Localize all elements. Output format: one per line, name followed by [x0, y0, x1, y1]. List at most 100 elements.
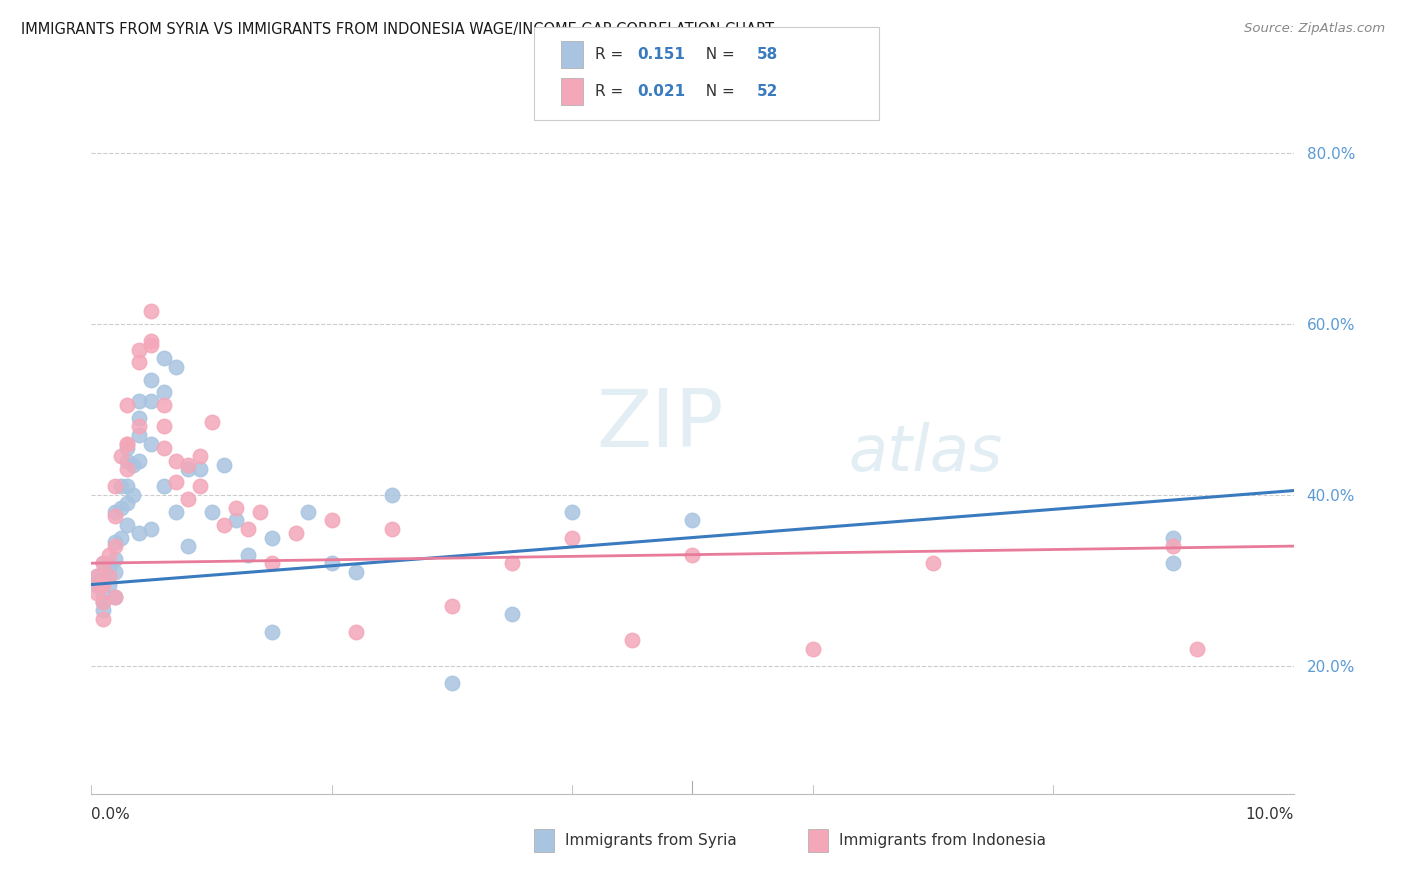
Text: R =: R = — [595, 85, 628, 99]
Point — [236, 522, 259, 536]
Point — [89, 577, 111, 591]
Point — [561, 531, 583, 545]
Point — [104, 479, 127, 493]
Text: 0.021: 0.021 — [637, 85, 685, 99]
Point — [212, 458, 235, 472]
Point — [165, 475, 187, 489]
Point — [98, 569, 121, 583]
Point — [152, 385, 174, 400]
Point — [104, 591, 127, 605]
Text: 52: 52 — [756, 85, 778, 99]
Text: Source: ZipAtlas.com: Source: ZipAtlas.com — [1244, 22, 1385, 36]
Point — [152, 398, 174, 412]
Point — [922, 556, 945, 570]
Text: Immigrants from Syria: Immigrants from Syria — [565, 833, 737, 847]
Point — [225, 513, 247, 527]
Point — [188, 462, 211, 476]
Point — [165, 359, 187, 374]
Point — [117, 496, 139, 510]
Point — [110, 450, 132, 464]
Point — [104, 534, 127, 549]
Point — [93, 574, 115, 588]
Point — [128, 419, 150, 434]
Point — [98, 560, 121, 574]
Point — [117, 436, 139, 450]
Point — [93, 612, 115, 626]
Point — [122, 458, 145, 472]
Point — [117, 462, 139, 476]
Point — [128, 355, 150, 369]
Point — [176, 462, 198, 476]
Point — [104, 565, 127, 579]
Point — [381, 522, 404, 536]
Point — [117, 517, 139, 532]
Point — [152, 351, 174, 366]
Point — [117, 436, 139, 450]
Point — [236, 548, 259, 562]
Point — [122, 488, 145, 502]
Point — [176, 539, 198, 553]
Point — [141, 372, 163, 386]
Point — [152, 479, 174, 493]
Point — [225, 500, 247, 515]
Text: N =: N = — [696, 85, 740, 99]
Point — [128, 453, 150, 467]
Point — [1161, 556, 1184, 570]
Point — [141, 334, 163, 348]
Point — [117, 453, 139, 467]
Point — [93, 556, 115, 570]
Point — [165, 505, 187, 519]
Point — [284, 526, 307, 541]
Text: 10.0%: 10.0% — [1246, 807, 1294, 822]
Point — [381, 488, 404, 502]
Point — [249, 505, 271, 519]
Point — [93, 594, 115, 608]
Point — [128, 428, 150, 442]
Point — [201, 415, 224, 429]
Point — [344, 624, 367, 639]
Point — [1161, 539, 1184, 553]
Point — [110, 500, 132, 515]
Point — [141, 436, 163, 450]
Point — [98, 548, 121, 562]
Point — [93, 577, 115, 591]
Text: R =: R = — [595, 47, 628, 62]
Point — [152, 441, 174, 455]
Text: atlas: atlas — [849, 423, 1002, 484]
Point — [141, 393, 163, 408]
Point — [297, 505, 319, 519]
Point — [104, 552, 127, 566]
Point — [86, 569, 108, 583]
Point — [201, 505, 224, 519]
Point — [110, 479, 132, 493]
Point — [86, 586, 108, 600]
Point — [440, 675, 463, 690]
Point — [128, 343, 150, 357]
Point — [165, 453, 187, 467]
Point — [98, 577, 121, 591]
Point — [93, 556, 115, 570]
Point — [141, 522, 163, 536]
Point — [801, 641, 824, 656]
Point — [110, 531, 132, 545]
Point — [321, 513, 343, 527]
Point — [86, 569, 108, 583]
Point — [176, 458, 198, 472]
Point — [212, 517, 235, 532]
Point — [260, 624, 283, 639]
Point — [176, 492, 198, 507]
Point — [1161, 531, 1184, 545]
Text: 0.0%: 0.0% — [91, 807, 131, 822]
Text: 0.151: 0.151 — [637, 47, 685, 62]
Point — [344, 565, 367, 579]
Point — [321, 556, 343, 570]
Point — [561, 505, 583, 519]
Point — [128, 526, 150, 541]
Point — [104, 505, 127, 519]
Point — [93, 586, 115, 600]
Text: 58: 58 — [756, 47, 778, 62]
Point — [681, 513, 703, 527]
Point — [117, 398, 139, 412]
Point — [501, 607, 523, 622]
Point — [86, 577, 108, 591]
